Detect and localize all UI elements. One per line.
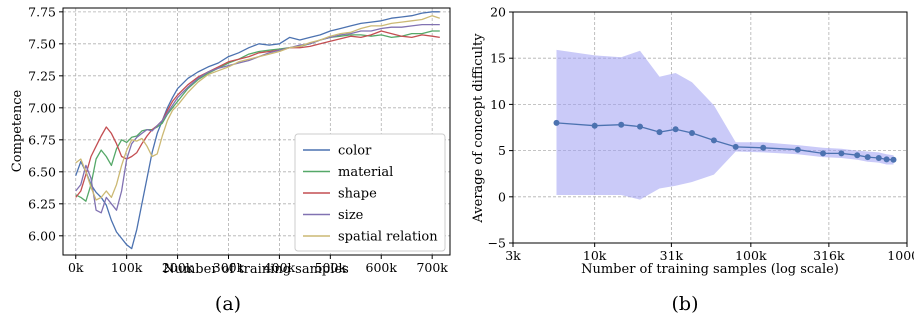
y-tick-label: 7.25 [28, 68, 56, 83]
data-point [760, 144, 767, 151]
panel-a: 0k 100k 200k 300k 400k 500k 600k 700k 6.00 6.25 6.… [10, 4, 451, 315]
y-tick-label: 5 [498, 143, 506, 158]
x-tick-label: 100k [111, 260, 143, 275]
confidence-band [556, 49, 894, 200]
y-tick-label: 6.00 [28, 228, 56, 243]
data-point [794, 146, 801, 153]
panel-b: 3k 10k 31k 100k 316k 1000k −5 0 5 10 15 20 Number o… [471, 5, 914, 316]
legend-label: color [338, 144, 372, 159]
data-point [553, 119, 560, 126]
data-point [854, 152, 861, 159]
panel-b-y-axis-label: Average of concept difficulty [471, 33, 486, 224]
y-tick-label: 7.00 [28, 100, 56, 115]
data-point [689, 130, 695, 136]
x-tick-label: 31k [660, 248, 684, 263]
y-tick-label: −5 [488, 236, 506, 251]
panel-b-frame [512, 11, 908, 244]
panel-a-x-axis-label: Number of training samples [163, 262, 349, 277]
panel-a-ticks: 0k 100k 200k 300k 400k 500k 600k 700k 6.00 6.25 6.… [28, 4, 448, 275]
data-point [656, 129, 663, 136]
y-tick-label: 15 [490, 51, 506, 66]
data-point [618, 121, 625, 128]
data-point [838, 150, 845, 157]
y-tick-label: 0 [498, 189, 506, 204]
data-point [591, 122, 598, 129]
x-tick-label: 100k [735, 248, 767, 263]
data-point [672, 126, 679, 133]
data-point [820, 150, 826, 157]
y-tick-label: 20 [490, 5, 506, 20]
x-tick-label: 400k [264, 260, 296, 275]
series-line-size [75, 23, 440, 214]
panel-a-caption: (a) [215, 293, 241, 315]
panel-a-y-axis-label: Competence [10, 90, 25, 173]
x-tick-label: 700k [416, 260, 448, 275]
data-point [637, 123, 643, 130]
data-point [883, 156, 890, 163]
legend-label: size [338, 208, 364, 223]
series-line-spatial-relation [75, 15, 441, 201]
panel-b-ticks: 3k 10k 31k 100k 316k 1000k −5 0 5 10 15 20 [488, 5, 914, 264]
x-tick-label: 1000k [887, 248, 914, 263]
panel-b-x-axis-label: Number of training samples (log scale) [581, 262, 839, 277]
x-tick-label: 600k [366, 260, 398, 275]
y-tick-label: 6.50 [28, 164, 56, 179]
y-tick-label: 7.75 [28, 4, 56, 19]
x-tick-label: 500k [315, 260, 347, 275]
panel-a-frame [62, 7, 451, 256]
data-point [710, 137, 717, 144]
data-point [864, 154, 871, 161]
y-tick-label: 10 [490, 97, 506, 112]
legend-label: spatial relation [338, 230, 438, 245]
x-tick-label: 200k [162, 260, 194, 275]
legend-label: material [338, 165, 393, 180]
series-line-color [75, 11, 440, 250]
panel-b-caption: (b) [672, 293, 699, 315]
x-tick-label: 300k [213, 260, 245, 275]
x-tick-label: 10k [583, 248, 607, 263]
series-line-material [75, 30, 440, 202]
data-point [890, 156, 897, 163]
x-tick-label: 316k [813, 248, 845, 263]
data-point [732, 143, 739, 150]
legend-box [294, 133, 446, 252]
panel-b-series-line [553, 119, 897, 163]
y-tick-label: 6.25 [28, 196, 56, 211]
panel-a-legend: color material shape size spatial relation [294, 133, 446, 252]
x-tick-label: 0k [68, 260, 84, 275]
x-tick-label: 3k [505, 248, 521, 263]
panel-a-series-lines [75, 11, 441, 250]
legend-label: shape [338, 187, 377, 202]
data-point [875, 155, 882, 161]
y-tick-label: 6.75 [28, 132, 56, 147]
y-tick-label: 7.50 [28, 36, 56, 51]
panel-b-confidence-band [556, 49, 894, 200]
